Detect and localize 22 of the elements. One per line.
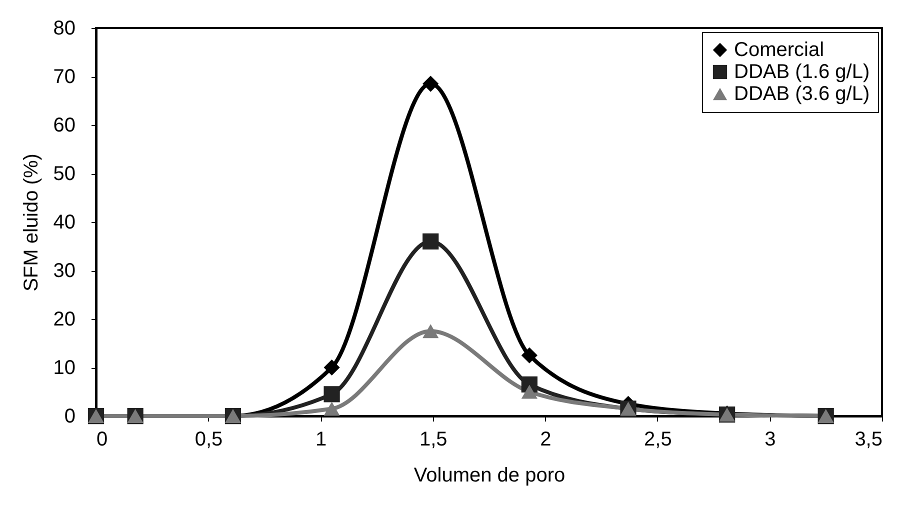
x-tick-label: 3 — [764, 428, 776, 450]
legend-label: DDAB (1.6 g/L) — [734, 61, 870, 83]
x-tick-label: 1,5 — [419, 428, 448, 450]
x-tick-label: 0 — [96, 428, 108, 450]
y-tick-label: 40 — [53, 212, 76, 234]
y-tick-label: 50 — [53, 163, 76, 185]
y-tick-label: 70 — [53, 66, 76, 88]
x-tick-label: 0,5 — [194, 428, 223, 450]
y-tick-label: 60 — [53, 114, 76, 136]
x-axis-title: Volumen de poro — [414, 464, 566, 486]
y-axis-title: SFM eluido (%) — [20, 154, 42, 292]
x-tick-label: 2 — [540, 428, 552, 450]
x-tick-label: 2,5 — [644, 428, 672, 450]
legend-label: Comercial — [734, 39, 824, 61]
y-tick-label: 80 — [53, 18, 76, 40]
x-tick-label: 3,5 — [854, 428, 882, 450]
x-tick-label: 1 — [316, 428, 327, 450]
legend-label: DDAB (3.6 g/L) — [734, 83, 870, 105]
y-tick-label: 10 — [53, 357, 76, 379]
y-tick-label: 30 — [53, 260, 76, 282]
y-tick-label: 0 — [64, 406, 76, 428]
y-tick-label: 20 — [53, 308, 76, 330]
